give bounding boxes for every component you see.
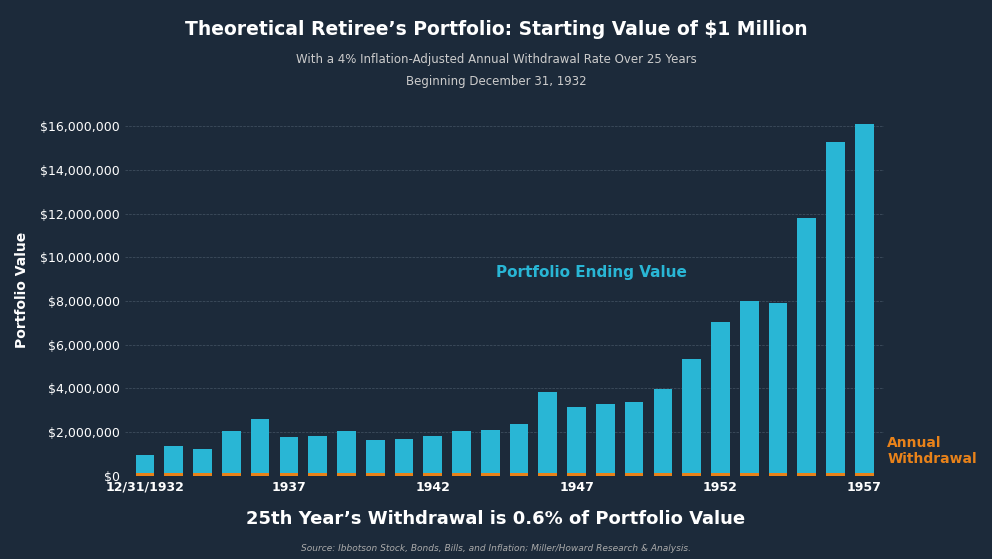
Text: 25th Year’s Withdrawal is 0.6% of Portfolio Value: 25th Year’s Withdrawal is 0.6% of Portfo… xyxy=(246,510,746,528)
Bar xyxy=(309,436,327,476)
Bar xyxy=(193,449,212,476)
Bar xyxy=(136,473,155,476)
Bar xyxy=(855,473,874,476)
Bar xyxy=(395,473,414,476)
Bar xyxy=(682,473,701,476)
Bar xyxy=(539,473,558,476)
Bar xyxy=(251,473,270,476)
Text: Source: Ibbotson Stock, Bonds, Bills, and Inflation; Miller/Howard Research & An: Source: Ibbotson Stock, Bonds, Bills, an… xyxy=(301,544,691,553)
Text: Annual
Withdrawal: Annual Withdrawal xyxy=(887,435,977,466)
Bar xyxy=(711,322,730,476)
Bar xyxy=(826,473,845,476)
Bar xyxy=(567,407,586,476)
Text: With a 4% Inflation-Adjusted Annual Withdrawal Rate Over 25 Years: With a 4% Inflation-Adjusted Annual With… xyxy=(296,53,696,66)
Bar xyxy=(625,401,644,476)
Bar xyxy=(740,473,759,476)
Bar xyxy=(309,473,327,476)
Bar xyxy=(193,473,212,476)
Bar xyxy=(567,473,586,476)
Text: Portfolio Ending Value: Portfolio Ending Value xyxy=(496,265,686,280)
Bar xyxy=(711,473,730,476)
Bar xyxy=(539,392,558,476)
Bar xyxy=(798,473,816,476)
Bar xyxy=(280,437,299,476)
Bar xyxy=(222,473,241,476)
Bar xyxy=(337,431,356,476)
Bar xyxy=(596,404,615,476)
Bar xyxy=(682,359,701,476)
Bar xyxy=(826,141,845,476)
Bar xyxy=(337,473,356,476)
Bar xyxy=(625,473,644,476)
Y-axis label: Portfolio Value: Portfolio Value xyxy=(15,232,29,348)
Bar xyxy=(510,424,529,476)
Bar xyxy=(596,473,615,476)
Bar xyxy=(855,124,874,476)
Bar xyxy=(222,431,241,476)
Bar xyxy=(510,473,529,476)
Text: Beginning December 31, 1932: Beginning December 31, 1932 xyxy=(406,75,586,88)
Bar xyxy=(481,473,500,476)
Bar xyxy=(481,430,500,476)
Bar xyxy=(165,473,184,476)
Bar xyxy=(740,301,759,476)
Bar xyxy=(280,473,299,476)
Bar xyxy=(654,473,673,476)
Bar xyxy=(424,473,442,476)
Bar xyxy=(165,446,184,476)
Bar xyxy=(452,431,471,476)
Bar xyxy=(798,218,816,476)
Bar xyxy=(452,473,471,476)
Bar xyxy=(654,389,673,476)
Bar xyxy=(251,419,270,476)
Bar xyxy=(366,473,385,476)
Text: Theoretical Retiree’s Portfolio: Starting Value of $1 Million: Theoretical Retiree’s Portfolio: Startin… xyxy=(185,20,807,39)
Bar xyxy=(424,436,442,476)
Bar xyxy=(769,473,788,476)
Bar xyxy=(769,303,788,476)
Bar xyxy=(366,440,385,476)
Bar xyxy=(136,455,155,476)
Bar xyxy=(395,439,414,476)
